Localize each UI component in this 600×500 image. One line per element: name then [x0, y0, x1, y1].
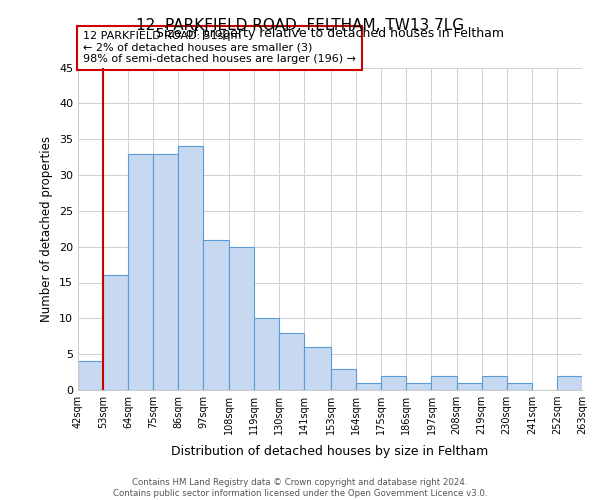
Bar [557, 376, 582, 390]
Text: Contains HM Land Registry data © Crown copyright and database right 2024.
Contai: Contains HM Land Registry data © Crown c… [113, 478, 487, 498]
Bar [229, 246, 254, 390]
Text: 12 PARKFIELD ROAD: 51sqm
← 2% of detached houses are smaller (3)
98% of semi-det: 12 PARKFIELD ROAD: 51sqm ← 2% of detache… [83, 31, 356, 64]
Text: 12, PARKFIELD ROAD, FELTHAM, TW13 7LG: 12, PARKFIELD ROAD, FELTHAM, TW13 7LG [136, 18, 464, 32]
Bar [331, 368, 356, 390]
Bar [304, 347, 331, 390]
Bar [431, 376, 457, 390]
Bar [103, 276, 128, 390]
Bar [457, 383, 482, 390]
Bar [356, 383, 382, 390]
Bar [178, 146, 203, 390]
Y-axis label: Number of detached properties: Number of detached properties [40, 136, 53, 322]
Bar [382, 376, 406, 390]
Title: Size of property relative to detached houses in Feltham: Size of property relative to detached ho… [156, 27, 504, 40]
Bar [507, 383, 532, 390]
Bar [128, 154, 153, 390]
Bar [278, 332, 304, 390]
Bar [78, 362, 103, 390]
Bar [482, 376, 507, 390]
Bar [254, 318, 278, 390]
Bar [406, 383, 431, 390]
Bar [203, 240, 229, 390]
X-axis label: Distribution of detached houses by size in Feltham: Distribution of detached houses by size … [172, 446, 488, 458]
Bar [153, 154, 178, 390]
